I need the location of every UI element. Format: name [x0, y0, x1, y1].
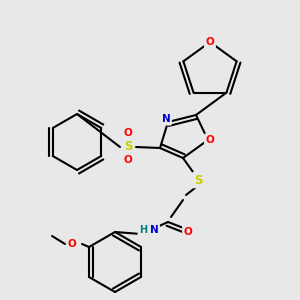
Text: O: O — [206, 37, 214, 47]
Text: N: N — [162, 114, 170, 124]
Text: S: S — [124, 140, 132, 154]
Text: S: S — [194, 173, 202, 187]
Text: O: O — [206, 135, 214, 145]
Text: O: O — [184, 227, 192, 237]
Text: N: N — [150, 225, 158, 235]
Text: O: O — [124, 155, 132, 165]
Text: O: O — [68, 239, 76, 249]
Text: H: H — [139, 225, 147, 235]
Text: O: O — [124, 128, 132, 138]
